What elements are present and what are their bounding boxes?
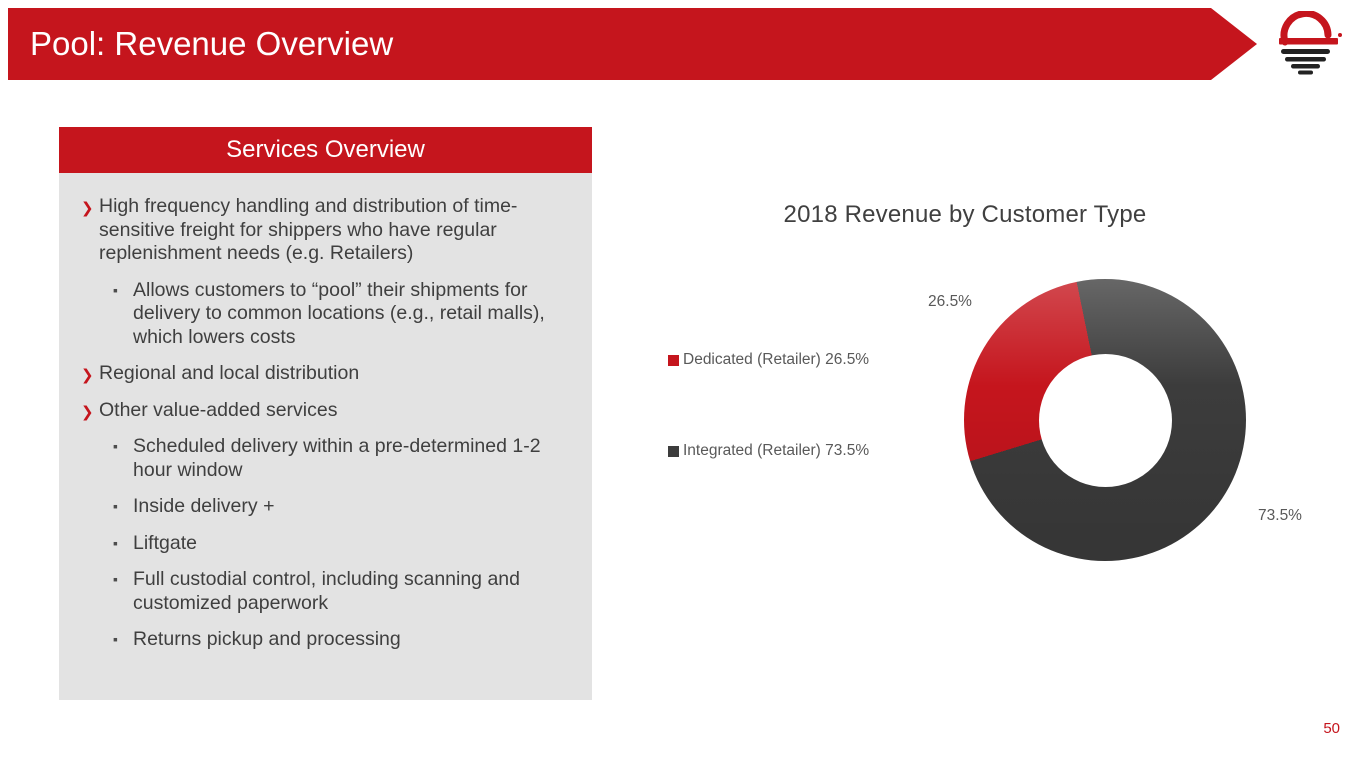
legend-label: Dedicated (Retailer) 26.5% bbox=[683, 351, 870, 368]
legend-item-dedicated: Dedicated (Retailer) 26.5% bbox=[668, 351, 869, 369]
donut-chart bbox=[964, 279, 1246, 561]
services-panel-body: ❯ High frequency handling and distributio… bbox=[59, 173, 592, 652]
services-panel: Services Overview ❯ High frequency handli… bbox=[59, 127, 592, 700]
services-list: ❯ High frequency handling and distributio… bbox=[59, 195, 592, 652]
chevron-bullet-icon: ❯ bbox=[81, 367, 94, 384]
slice-label-integrated: 73.5% bbox=[1258, 507, 1302, 524]
service-sub-bullet-item: ▪ Inside delivery + bbox=[59, 495, 592, 519]
slice-label-dedicated: 26.5% bbox=[928, 293, 972, 310]
service-item-text: High frequency handling and distribution… bbox=[99, 195, 518, 264]
service-sub-bullet-item: ▪ Full custodial control, including scann… bbox=[59, 568, 592, 615]
service-item-text: Other value-added services bbox=[99, 398, 338, 421]
service-sub-bullet-item: ▪ Scheduled delivery within a pre-determi… bbox=[59, 435, 592, 482]
slide-title: Pool: Revenue Overview bbox=[30, 25, 394, 62]
chevron-bullet-icon: ❯ bbox=[81, 403, 94, 421]
chart-title: 2018 Revenue by Customer Type bbox=[783, 201, 1147, 228]
service-bullet-item: ❯ Regional and local distribution bbox=[59, 362, 592, 386]
service-item-text: Allows customers to “pool” their shipmen… bbox=[133, 278, 545, 348]
service-sub-bullet-item: ▪ Liftgate bbox=[59, 532, 592, 556]
square-bullet-icon: ▪ bbox=[113, 281, 118, 298]
service-sub-bullet-item: ▪ Allows customers to “pool” their shipme… bbox=[59, 279, 592, 350]
service-bullet-item: ❯ High frequency handling and distributio… bbox=[59, 195, 592, 266]
square-bullet-icon: ▪ bbox=[113, 571, 118, 587]
square-bullet-icon: ▪ bbox=[113, 534, 118, 551]
legend-label: Integrated (Retailer) 73.5% bbox=[683, 442, 870, 459]
service-item-text: Liftgate bbox=[133, 531, 197, 554]
service-item-text: Regional and local distribution bbox=[99, 362, 360, 384]
legend-swatch bbox=[668, 354, 679, 366]
chevron-bullet-icon: ❯ bbox=[81, 200, 94, 217]
service-item-text: Full custodial control, including scanni… bbox=[133, 568, 520, 614]
square-bullet-icon: ▪ bbox=[113, 498, 118, 514]
square-bullet-icon: ▪ bbox=[113, 631, 118, 647]
legend-item-integrated: Integrated (Retailer) 73.5% bbox=[668, 442, 869, 460]
services-panel-header: Services Overview bbox=[59, 127, 592, 173]
service-item-text: Inside delivery + bbox=[133, 495, 275, 517]
service-item-text: Scheduled delivery within a pre-determin… bbox=[133, 435, 541, 481]
sun-over-horizon-logo-icon bbox=[1279, 11, 1342, 75]
page-number: 50 bbox=[1323, 720, 1340, 737]
square-bullet-icon: ▪ bbox=[113, 438, 118, 454]
service-bullet-item: ❯ Other value-added services bbox=[59, 399, 592, 423]
legend-swatch bbox=[668, 445, 679, 457]
service-item-text: Returns pickup and processing bbox=[133, 628, 401, 650]
title-banner: Pool: Revenue Overview bbox=[8, 8, 1257, 80]
donut-hole bbox=[1038, 353, 1172, 487]
service-sub-bullet-item: ▪ Returns pickup and processing bbox=[59, 628, 592, 652]
